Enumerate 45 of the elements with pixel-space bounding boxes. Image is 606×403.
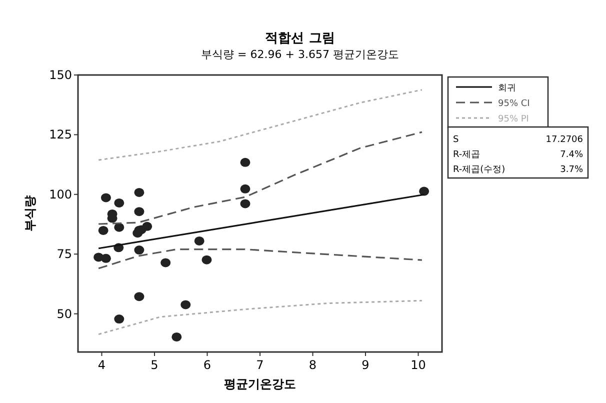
point — [240, 184, 250, 194]
y-tick-label: 100 — [49, 187, 72, 202]
point — [114, 198, 124, 208]
y-tick-label: 150 — [49, 68, 72, 82]
point — [172, 332, 182, 342]
legend-label: 95% PI — [498, 114, 529, 124]
point — [419, 186, 430, 196]
y-tick-label: 75 — [56, 247, 72, 262]
point — [100, 254, 111, 263]
point — [160, 258, 171, 268]
x-tick-label: 9 — [362, 358, 370, 372]
text: R-제곱 — [453, 150, 480, 160]
y-tick-label: 50 — [56, 306, 72, 321]
chart-title: 적합선 그림 — [265, 31, 335, 46]
point — [98, 226, 108, 235]
legend-label: 95% CI — [498, 99, 530, 109]
y-axis-title: 부식량 — [23, 196, 37, 232]
x-tick-label: 10 — [410, 358, 426, 372]
text: S — [453, 135, 459, 145]
text: 17.2706 — [546, 135, 584, 145]
text: 7.4% — [560, 150, 584, 160]
point — [240, 199, 250, 208]
x-tick-label: 8 — [308, 358, 317, 372]
point — [134, 292, 144, 302]
x-tick-label: 4 — [98, 358, 106, 372]
x-tick-label: 5 — [150, 358, 158, 372]
legend-label: 회귀 — [498, 84, 516, 94]
point — [100, 193, 111, 202]
point — [194, 236, 204, 246]
text: R-제곱(수정) — [453, 165, 506, 175]
y-tick-label: 125 — [49, 128, 72, 142]
x-tick-label: 6 — [203, 358, 212, 372]
text: 3.7% — [560, 165, 584, 175]
point — [240, 158, 250, 167]
point — [114, 314, 124, 324]
x-axis-title: 평균기온강도 — [224, 377, 296, 391]
x-tick-label: 7 — [256, 358, 264, 372]
point — [134, 207, 144, 216]
point — [142, 222, 152, 231]
point — [134, 188, 144, 197]
point — [114, 222, 124, 232]
chart-subtitle: 부식량 = 62.96 + 3.657 평균기온강도 — [201, 48, 399, 61]
point — [134, 246, 144, 255]
point — [180, 300, 191, 310]
point — [202, 255, 212, 264]
